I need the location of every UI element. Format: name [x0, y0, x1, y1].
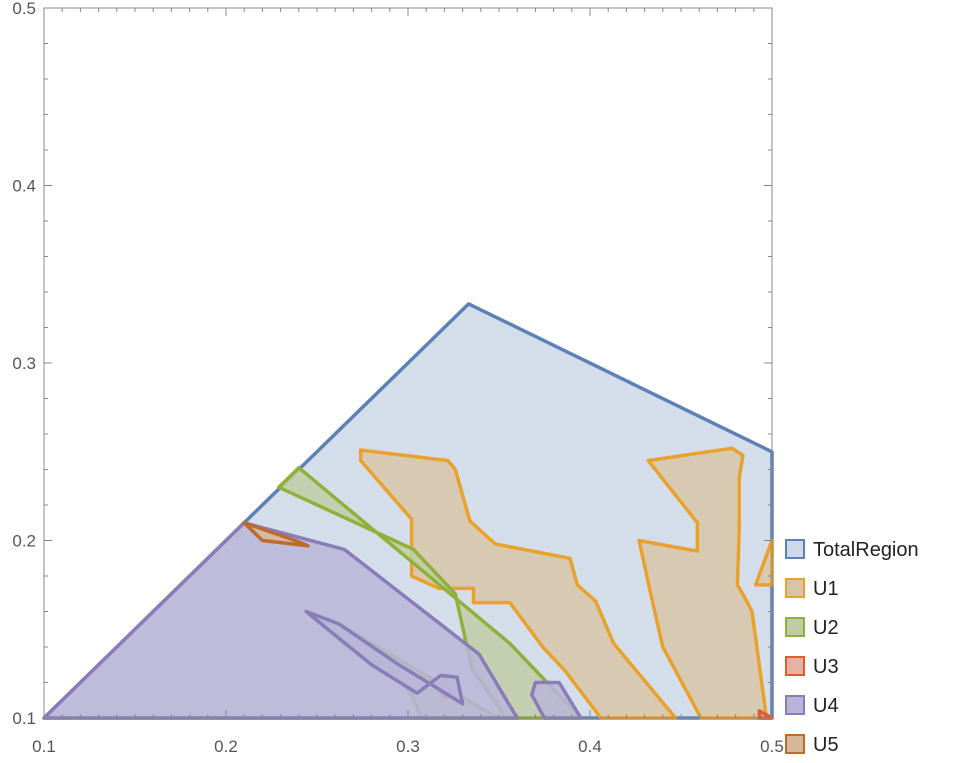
- axes-layer: 0.1 0.2 0.3 0.4 0.5 0.1 0.2 0.3 0.4 0.5: [12, 0, 783, 756]
- x-tick-label: 0.1: [32, 737, 56, 756]
- legend-swatch-u4: [785, 695, 805, 715]
- region-layer: [42, 302, 774, 720]
- legend-item-u5: U5: [785, 734, 839, 756]
- legend-label-u5: U5: [813, 734, 839, 756]
- region-u4-3: [304, 609, 465, 706]
- legend-label-u2: U2: [813, 617, 839, 639]
- x-tick-label: 0.5: [760, 737, 784, 756]
- x-tick-label: 0.4: [578, 737, 602, 756]
- legend-swatch-u3: [785, 656, 805, 676]
- legend-swatch-u1: [785, 578, 805, 598]
- legend-label-u1: U1: [813, 578, 839, 600]
- legend-swatch-totalregion: [785, 539, 805, 559]
- x-tick-label: 0.3: [396, 737, 420, 756]
- y-tick-label: 0.5: [12, 0, 36, 18]
- region-u1-2: [637, 446, 769, 720]
- y-tick-label: 0.3: [12, 354, 36, 373]
- legend: TotalRegion U1 U2 U3 U4 U5: [785, 539, 919, 756]
- region-u5-1: [242, 521, 310, 548]
- legend-item-u3: U3: [785, 656, 839, 678]
- x-tick-label: 0.2: [214, 737, 238, 756]
- legend-item-u1: U1: [785, 578, 839, 600]
- legend-item-u2: U2: [785, 617, 839, 639]
- y-tick-label: 0.4: [12, 177, 36, 196]
- legend-label-u4: U4: [813, 695, 839, 717]
- legend-item-totalregion: TotalRegion: [785, 539, 919, 561]
- y-tick-label: 0.2: [12, 532, 36, 551]
- legend-label-u3: U3: [813, 656, 839, 678]
- legend-swatch-u2: [785, 617, 805, 637]
- legend-label-totalregion: TotalRegion: [813, 539, 919, 561]
- legend-item-u4: U4: [785, 695, 839, 717]
- legend-swatch-u5: [785, 734, 805, 754]
- y-tick-label: 0.1: [12, 709, 36, 728]
